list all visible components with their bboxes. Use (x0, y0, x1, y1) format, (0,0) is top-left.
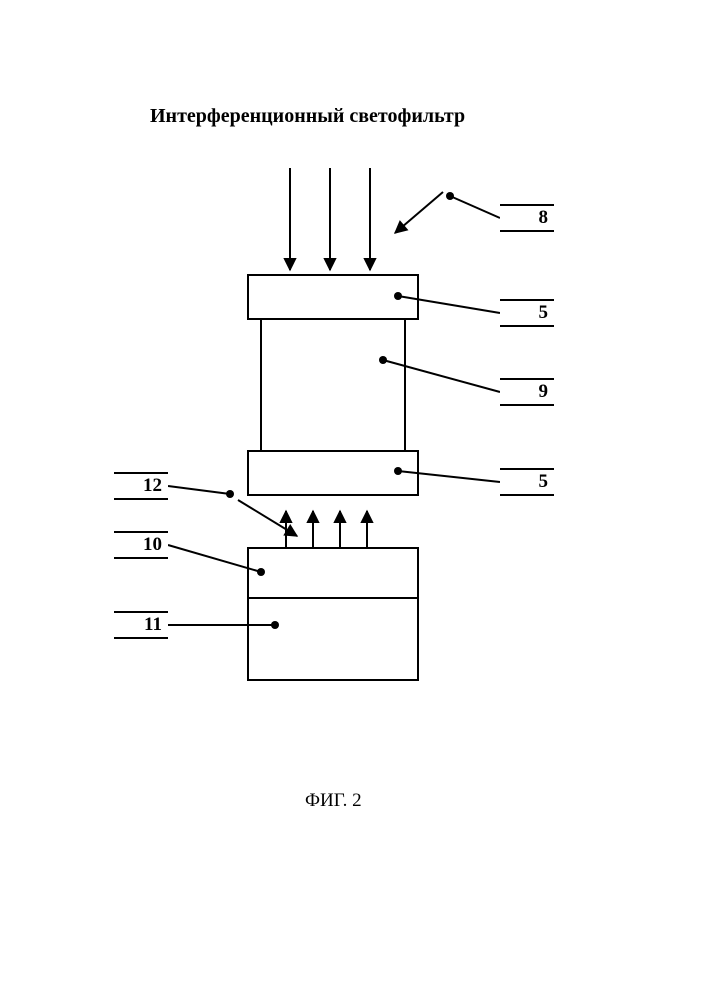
block-bottom-mirror (248, 451, 418, 495)
figure-caption: ФИГ. 2 (305, 790, 362, 812)
block-cavity (261, 319, 405, 451)
block-top-mirror (248, 275, 418, 319)
block-source-top (248, 548, 418, 598)
label-9: 9 (500, 378, 554, 406)
label-11: 11 (114, 611, 168, 639)
leader-line-l5a (398, 296, 500, 313)
diagram-svg (0, 0, 707, 1000)
block-source-bottom (248, 598, 418, 680)
label-5-top: 5 (500, 299, 554, 327)
emission-pointer (238, 500, 297, 536)
label-10: 10 (114, 531, 168, 559)
figure-page: Интерференционный светофильтр 8 5 9 5 12… (0, 0, 707, 1000)
label-5-bottom: 5 (500, 468, 554, 496)
leader-line-l9 (383, 360, 500, 392)
incoming-pointer (395, 192, 443, 233)
leader-line-l12 (168, 486, 230, 494)
label-12: 12 (114, 472, 168, 500)
label-8: 8 (500, 204, 554, 232)
leader-line-l5b (398, 471, 500, 482)
leader-line-l8 (450, 196, 500, 218)
